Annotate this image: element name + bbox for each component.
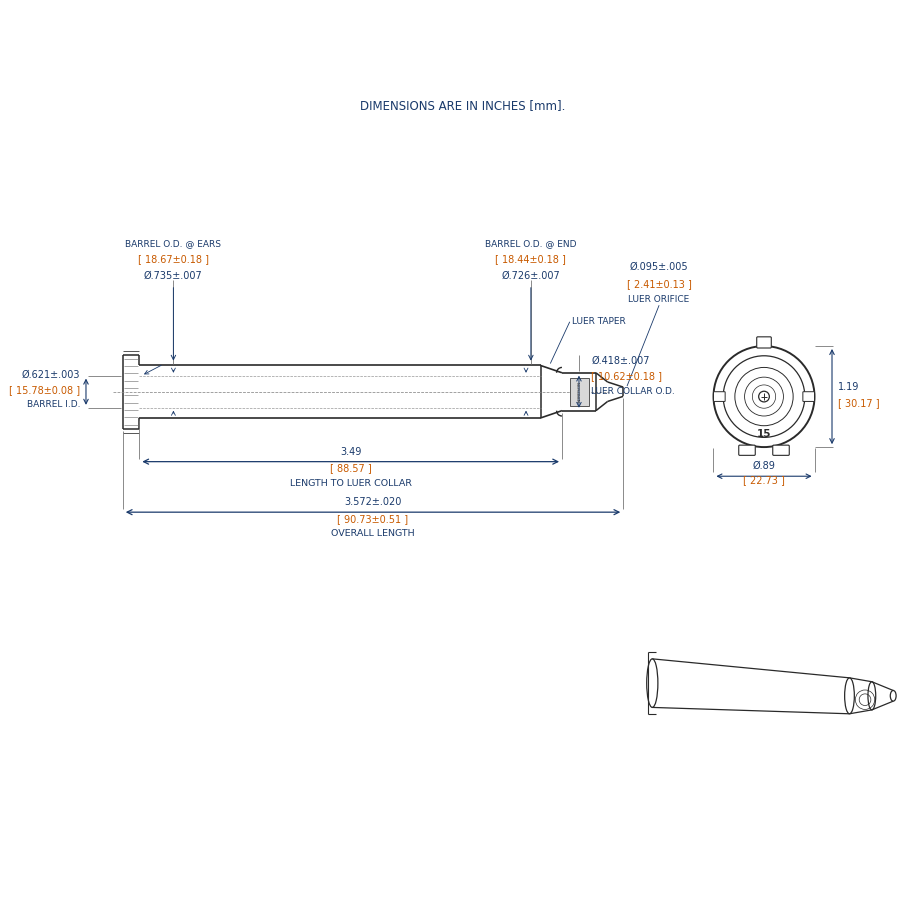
Text: Ø.735±.007: Ø.735±.007 [144,271,202,281]
Text: 3.572±.020: 3.572±.020 [345,498,401,508]
Text: Ø.621±.003: Ø.621±.003 [22,370,80,380]
Text: NORDSON: NORDSON [578,382,581,402]
Text: 15: 15 [757,429,771,439]
Text: [ 18.67±0.18 ]: [ 18.67±0.18 ] [138,255,209,265]
FancyBboxPatch shape [714,392,725,401]
FancyBboxPatch shape [803,392,815,401]
Text: DIMENSIONS ARE IN INCHES [mm].: DIMENSIONS ARE IN INCHES [mm]. [360,99,565,112]
Text: [ 2.41±0.13 ]: [ 2.41±0.13 ] [626,279,691,289]
Text: [ 18.44±0.18 ]: [ 18.44±0.18 ] [495,255,566,265]
Text: 3.49: 3.49 [340,446,362,457]
Text: Ø.726±.007: Ø.726±.007 [501,271,560,281]
FancyBboxPatch shape [773,446,789,455]
Text: BARREL O.D. @ END: BARREL O.D. @ END [485,239,577,248]
Text: [ 22.73 ]: [ 22.73 ] [743,475,785,485]
Text: [ 10.62±0.18 ]: [ 10.62±0.18 ] [591,371,662,381]
FancyBboxPatch shape [739,446,755,455]
Bar [570,378,590,406]
Text: Ø.095±.005: Ø.095±.005 [630,262,688,272]
Text: LUER ORIFICE: LUER ORIFICE [628,295,689,304]
Text: Ø.89: Ø.89 [752,461,776,471]
Text: [ 88.57 ]: [ 88.57 ] [329,464,372,473]
Text: BARREL O.D. @ EARS: BARREL O.D. @ EARS [125,239,221,248]
Text: LUER TAPER: LUER TAPER [572,318,626,327]
Text: LENGTH TO LUER COLLAR: LENGTH TO LUER COLLAR [290,479,411,488]
FancyBboxPatch shape [757,337,771,348]
Text: [ 90.73±0.51 ]: [ 90.73±0.51 ] [338,514,409,524]
Text: [ 15.78±0.08 ]: [ 15.78±0.08 ] [9,385,80,395]
Text: LUER COLLAR O.D.: LUER COLLAR O.D. [591,387,675,396]
Text: [ 30.17 ]: [ 30.17 ] [838,399,879,409]
Text: Ø.418±.007: Ø.418±.007 [591,356,650,365]
Text: BARREL I.D.: BARREL I.D. [27,400,80,409]
Text: 1.19: 1.19 [838,382,860,392]
Text: OVERALL LENGTH: OVERALL LENGTH [331,529,415,538]
